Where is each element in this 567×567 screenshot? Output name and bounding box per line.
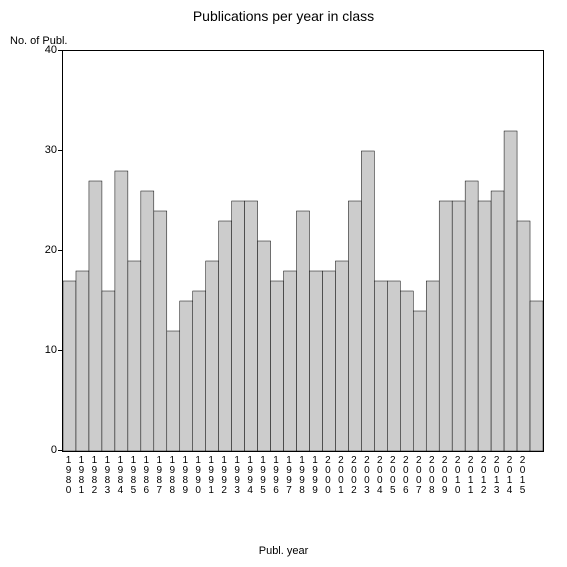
bar xyxy=(154,211,167,451)
x-tick-label: 2000 xyxy=(323,456,333,496)
x-tick-label: 1990 xyxy=(193,456,203,496)
bar xyxy=(284,271,297,451)
bar xyxy=(180,301,193,451)
x-tick-label: 1984 xyxy=(115,456,125,496)
y-tick-label: 20 xyxy=(27,244,57,256)
x-tick-label: 1985 xyxy=(128,456,138,496)
bar xyxy=(413,311,426,451)
bars-svg xyxy=(63,51,543,451)
x-tick-label: 2002 xyxy=(349,456,359,496)
x-tick-label: 2011 xyxy=(466,456,476,496)
x-tick-label: 1996 xyxy=(271,456,281,496)
bar xyxy=(439,201,452,451)
x-tick-label: 1983 xyxy=(102,456,112,496)
bar xyxy=(478,201,491,451)
bar xyxy=(348,201,361,451)
x-tick-label: 2005 xyxy=(388,456,398,496)
x-tick-label: 1994 xyxy=(245,456,255,496)
bar xyxy=(206,261,219,451)
bar xyxy=(491,191,504,451)
bar xyxy=(167,331,180,451)
bar xyxy=(387,281,400,451)
y-tick-label: 0 xyxy=(27,444,57,456)
bar xyxy=(465,181,478,451)
bar xyxy=(89,181,102,451)
bar xyxy=(504,131,517,451)
bar xyxy=(530,301,543,451)
chart-title: Publications per year in class xyxy=(0,0,567,24)
bar xyxy=(374,281,387,451)
bar xyxy=(76,271,89,451)
bar xyxy=(361,151,374,451)
plot-area xyxy=(62,50,544,452)
x-tick-label: 2003 xyxy=(362,456,372,496)
x-tick-label: 2010 xyxy=(453,456,463,496)
x-tick-label: 2008 xyxy=(427,456,437,496)
x-tick-label: 1997 xyxy=(284,456,294,496)
bar xyxy=(141,191,154,451)
x-tick-label: 1987 xyxy=(154,456,164,496)
bar xyxy=(115,171,128,451)
bar xyxy=(219,221,232,451)
x-tick-label: 1995 xyxy=(258,456,268,496)
y-tick xyxy=(58,50,62,51)
y-tick-label: 10 xyxy=(27,344,57,356)
x-tick-label: 1988 xyxy=(167,456,177,496)
bar xyxy=(322,271,335,451)
x-tick-label: 2014 xyxy=(505,456,515,496)
bar xyxy=(232,201,245,451)
x-tick-label: 2007 xyxy=(414,456,424,496)
y-tick xyxy=(58,450,62,451)
bar xyxy=(193,291,206,451)
y-tick-label: 40 xyxy=(27,44,57,56)
x-tick-label: 1998 xyxy=(297,456,307,496)
bar xyxy=(309,271,322,451)
bar xyxy=(426,281,439,451)
bar xyxy=(102,291,115,451)
bar xyxy=(63,281,76,451)
x-tick-label: 1980 xyxy=(63,456,73,496)
x-tick-label: 2009 xyxy=(440,456,450,496)
x-tick-label: 1993 xyxy=(232,456,242,496)
x-tick-label: 2004 xyxy=(375,456,385,496)
x-tick-label: 1992 xyxy=(219,456,229,496)
bar xyxy=(335,261,348,451)
bar xyxy=(128,261,141,451)
x-tick-label: 1989 xyxy=(180,456,190,496)
x-tick-label: 1999 xyxy=(310,456,320,496)
x-tick-label: 2015 xyxy=(518,456,528,496)
x-tick-label: 1982 xyxy=(89,456,99,496)
y-tick xyxy=(58,250,62,251)
x-tick-label: 2013 xyxy=(492,456,502,496)
bar xyxy=(271,281,284,451)
x-tick-label: 1981 xyxy=(76,456,86,496)
x-labels: 1980198119821983198419851986198719881989… xyxy=(62,454,542,514)
y-tick-label: 30 xyxy=(27,144,57,156)
bar xyxy=(517,221,530,451)
y-tick xyxy=(58,150,62,151)
x-tick-label: 2001 xyxy=(336,456,346,496)
x-tick-label: 1986 xyxy=(141,456,151,496)
bar xyxy=(400,291,413,451)
x-axis-title: Publ. year xyxy=(0,545,567,557)
x-tick-label: 1991 xyxy=(206,456,216,496)
bar xyxy=(258,241,271,451)
bar xyxy=(452,201,465,451)
bar xyxy=(245,201,258,451)
y-tick xyxy=(58,350,62,351)
chart-container: Publications per year in class No. of Pu… xyxy=(0,0,567,567)
bar xyxy=(297,211,310,451)
x-tick-label: 2006 xyxy=(401,456,411,496)
x-tick-label: 2012 xyxy=(479,456,489,496)
